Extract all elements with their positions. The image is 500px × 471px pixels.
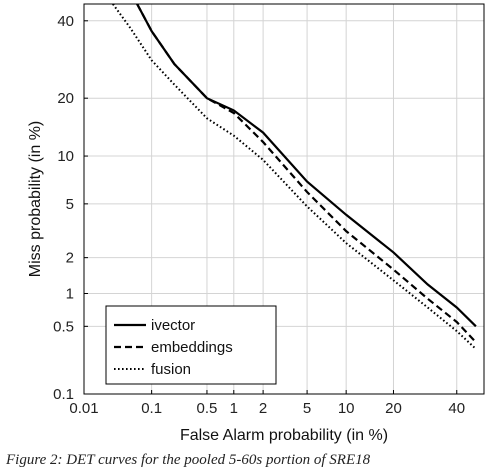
x-axis-label: False Alarm probability (in %) bbox=[180, 427, 388, 444]
y-tick-label: 10 bbox=[57, 148, 74, 165]
legend-label-ivector: ivector bbox=[151, 317, 195, 334]
curve-ivector bbox=[136, 3, 477, 328]
curve-embeddings bbox=[136, 3, 477, 344]
legend-label-fusion: fusion bbox=[151, 361, 191, 378]
x-tick-label: 1 bbox=[230, 400, 238, 417]
y-tick-label: 0.5 bbox=[53, 318, 74, 335]
legend-label-embeddings: embeddings bbox=[151, 339, 233, 356]
x-tick-label: 5 bbox=[303, 400, 311, 417]
x-tick-label: 10 bbox=[338, 400, 355, 417]
x-tick-label: 40 bbox=[448, 400, 465, 417]
curve-fusion bbox=[112, 3, 477, 350]
legend: ivector embeddings fusion bbox=[105, 305, 277, 385]
x-tick-label: 20 bbox=[385, 400, 402, 417]
y-tick-label: 5 bbox=[66, 196, 74, 213]
y-tick-label: 20 bbox=[57, 90, 74, 107]
y-tick-label: 0.1 bbox=[53, 386, 74, 403]
x-tick-label: 0.01 bbox=[69, 400, 98, 417]
y-tick-label: 2 bbox=[66, 250, 74, 267]
plot-frame bbox=[83, 3, 485, 395]
legend-box bbox=[105, 305, 277, 385]
x-tick-label: 2 bbox=[259, 400, 267, 417]
y-tick-label: 40 bbox=[57, 13, 74, 30]
y-axis-label: Miss probability (in %) bbox=[27, 121, 44, 277]
x-tick-label: 0.5 bbox=[197, 400, 218, 417]
x-tick-label: 0.1 bbox=[141, 400, 162, 417]
figure-caption: Figure 2: DET curves for the pooled 5-60… bbox=[6, 452, 371, 468]
y-tick-label: 1 bbox=[66, 286, 74, 303]
curves bbox=[112, 3, 477, 350]
